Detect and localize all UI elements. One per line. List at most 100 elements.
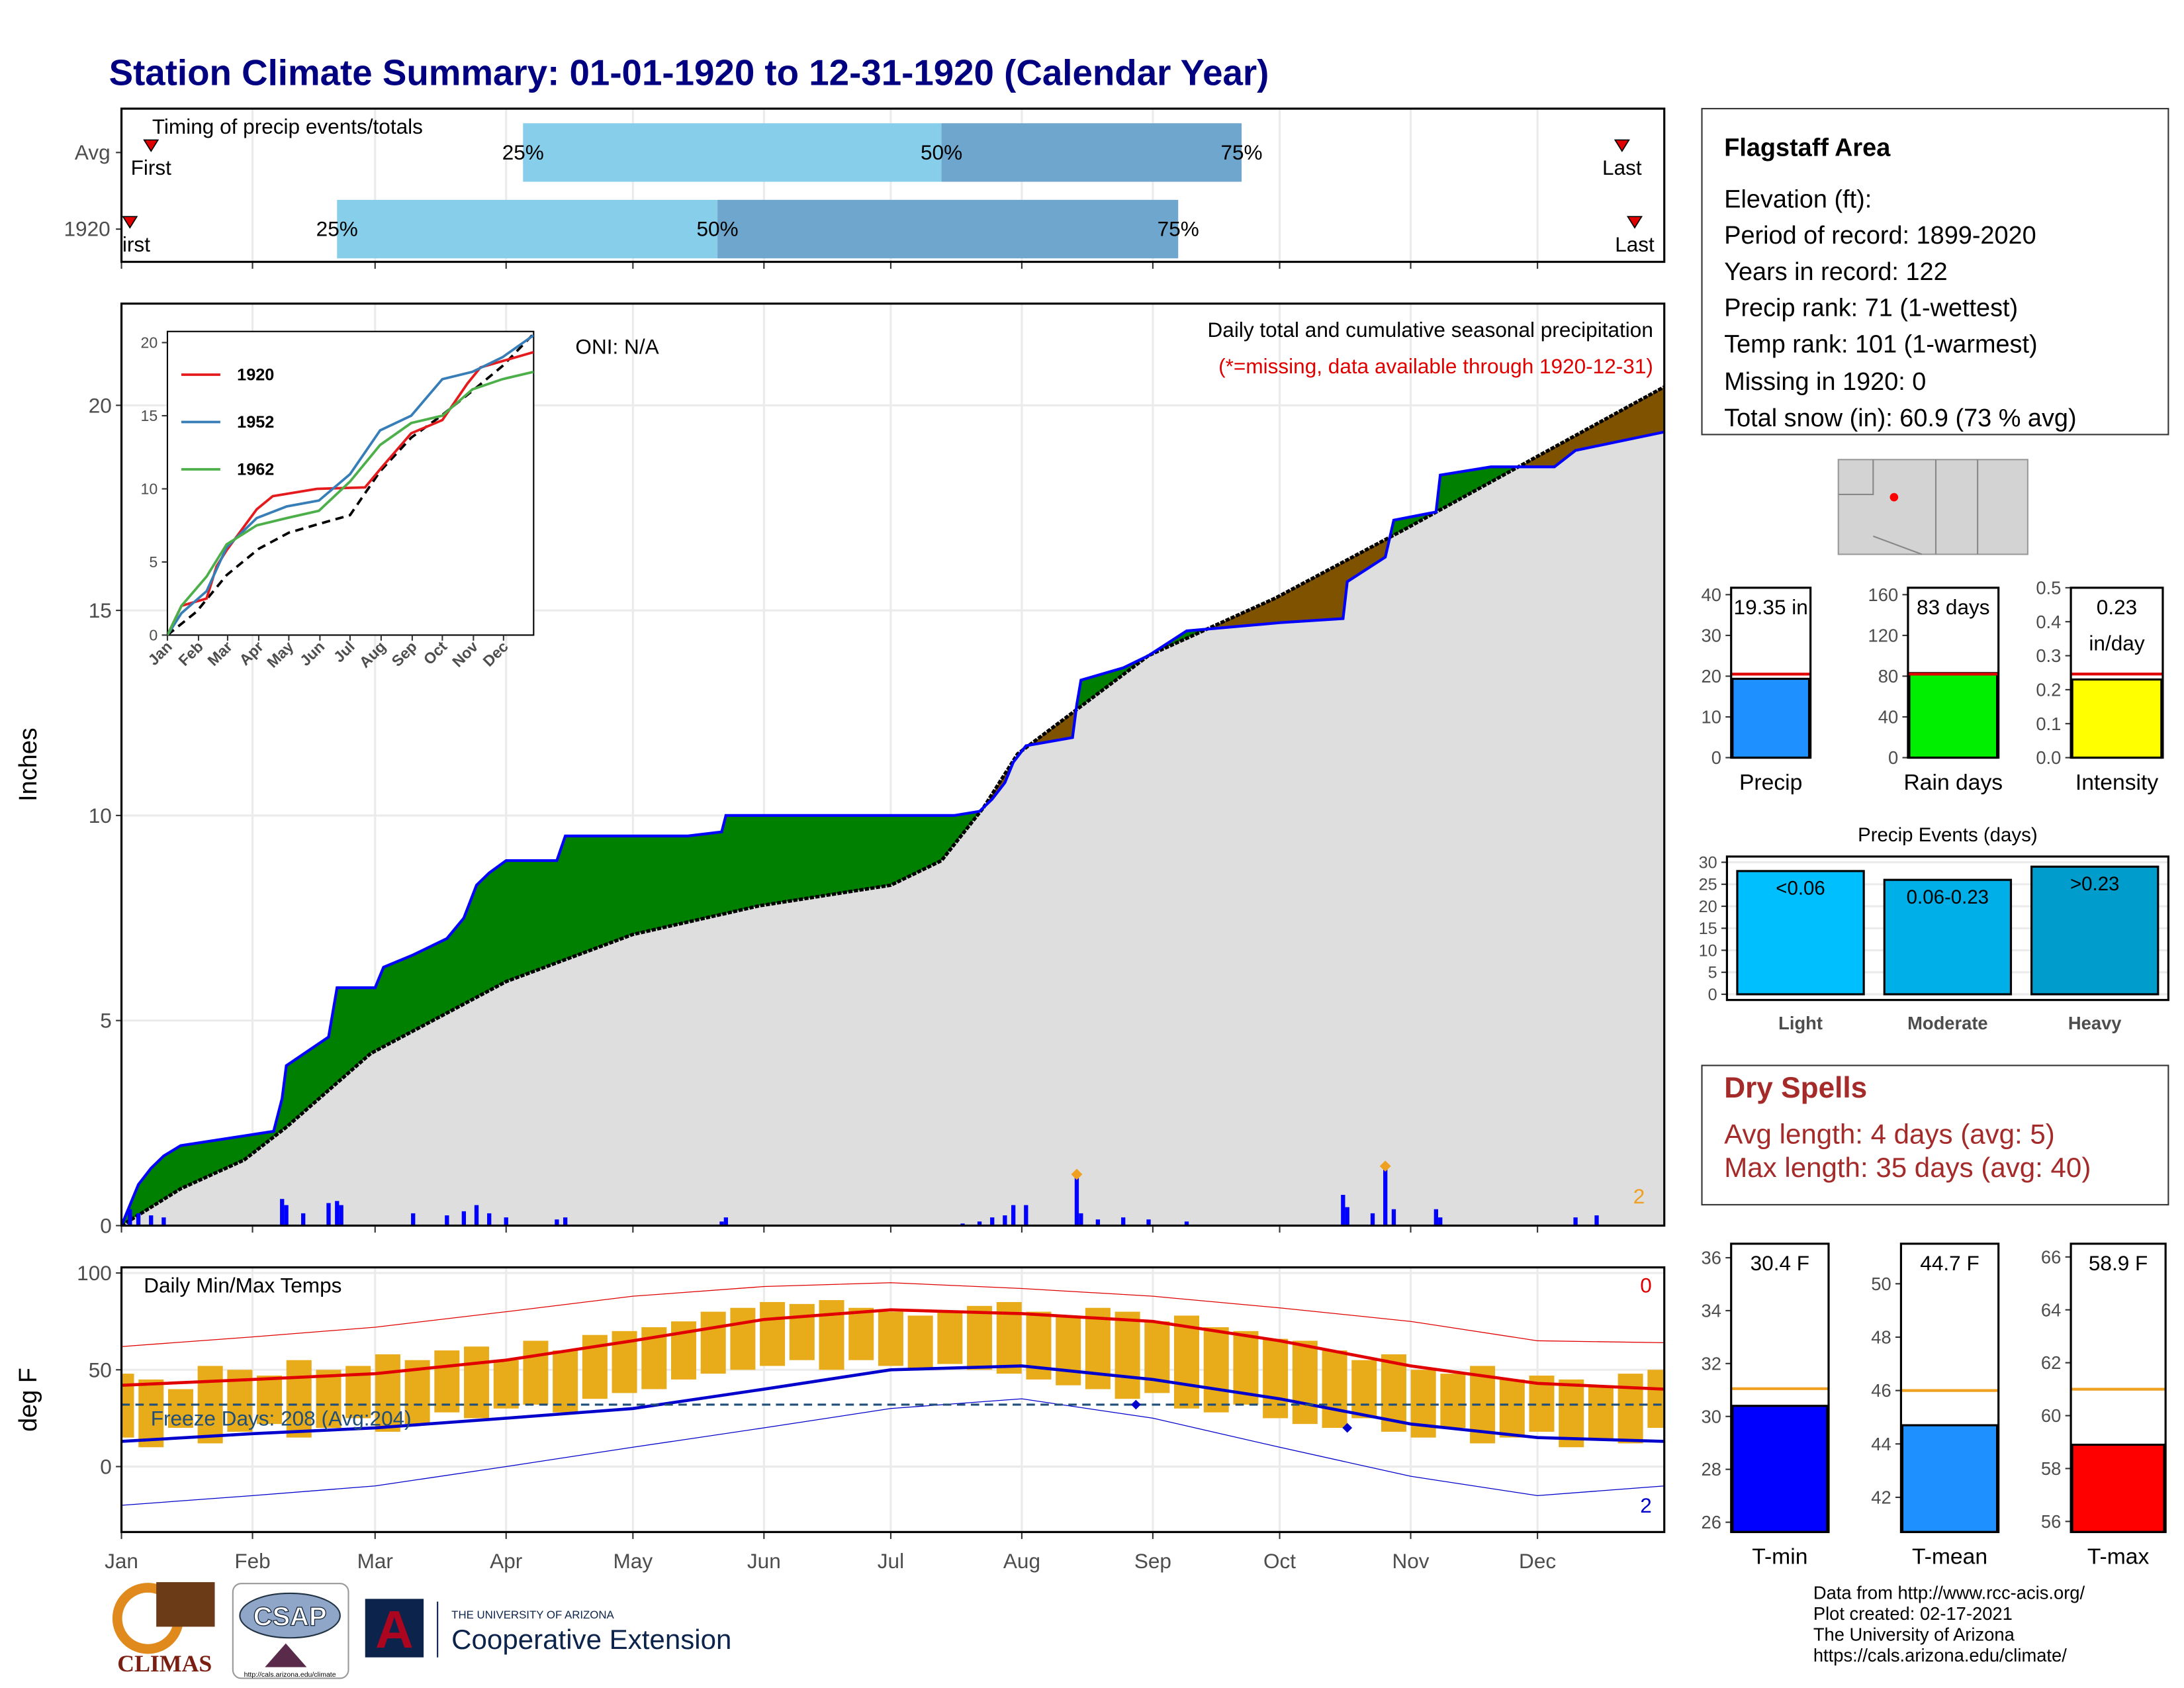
daily-precip-bar	[1024, 1205, 1028, 1226]
y-tick-label: 10	[89, 804, 112, 827]
y-tick-label: 15	[141, 407, 158, 424]
daily-precip-bar	[280, 1199, 285, 1226]
x-tick-label: Jun	[747, 1549, 781, 1573]
y-tick-label: 20	[1702, 666, 1721, 686]
gauge-bar	[2071, 678, 2163, 759]
dry-spells-line: Avg length: 4 days (avg: 5)	[1724, 1118, 2055, 1149]
y-tick-label: 10	[141, 481, 158, 498]
avg-max-line	[121, 1308, 1664, 1391]
daily-precip-bar	[1383, 1166, 1388, 1226]
y-tick-label: 0.4	[2036, 612, 2061, 632]
daily-temp-bar	[1351, 1360, 1377, 1419]
daily-temp-bar	[1203, 1327, 1229, 1413]
daily-temp-bar	[878, 1311, 903, 1366]
daily-precip-bar	[339, 1205, 343, 1226]
daily-temp-bar	[286, 1360, 312, 1438]
record-min-line	[121, 1398, 1664, 1506]
inset-panel	[166, 330, 535, 636]
daily-precip-bar	[1341, 1195, 1345, 1226]
y-tick-label: 0.2	[2036, 679, 2061, 700]
deficit-area	[1030, 704, 1077, 745]
daily-temp-bar	[700, 1311, 726, 1374]
daily-precip-bar	[1121, 1217, 1126, 1226]
logo-text: Cooperative Extension	[451, 1624, 731, 1655]
x-axis-label: T-min	[1752, 1545, 1807, 1570]
map-border	[1872, 536, 1923, 555]
info-line: Years in record: 122	[1724, 258, 1947, 286]
y-tick-label: 48	[1871, 1327, 1891, 1348]
freeze-label: Freeze Days: 208 (Avg:204)	[151, 1406, 412, 1430]
value-label: 30.4 F	[1751, 1251, 1809, 1275]
daily-precip-bar	[719, 1221, 724, 1226]
panel-frame	[1725, 855, 2169, 1002]
y-tick-label: 100	[77, 1261, 112, 1285]
quartile-bar	[337, 199, 718, 259]
x-tick-label: Feb	[234, 1549, 270, 1573]
footer-line: The University of Arizona	[1813, 1624, 2015, 1644]
daily-precip-bar	[149, 1215, 154, 1226]
x-tick-label: Aug	[1003, 1549, 1040, 1573]
x-tick-label: Apr	[490, 1549, 522, 1573]
daily-temp-bar	[493, 1360, 519, 1409]
missing-note: (*=missing, data available through 1920-…	[1218, 354, 1653, 378]
panel-frame	[1730, 1243, 1830, 1533]
daily-precip-bar	[161, 1217, 166, 1226]
y-tick-label: 30	[1702, 1406, 1721, 1427]
logo-text: CSAP	[253, 1602, 327, 1631]
y-tick-label: 58	[2041, 1458, 2061, 1479]
gauge-bar	[1731, 677, 1811, 759]
station-dot	[1889, 492, 1899, 502]
logo-block	[156, 1582, 215, 1627]
daily-temp-bar	[967, 1305, 993, 1370]
daily-precip-bar	[990, 1217, 995, 1226]
daily-temp-bar	[819, 1300, 844, 1370]
quartile-label: 25%	[502, 140, 544, 164]
y-tick-label: 40	[1878, 707, 1898, 727]
x-tick-label: May	[614, 1549, 653, 1573]
temp-marks	[121, 1282, 1664, 1506]
daily-precip-bar	[1079, 1213, 1083, 1226]
daily-precip-bar	[445, 1215, 449, 1226]
y-tick-label: 80	[1878, 666, 1898, 686]
map-border	[1838, 459, 1874, 495]
x-tick-label: Heavy	[2068, 1013, 2122, 1033]
gauge-bar	[1731, 1405, 1829, 1533]
dry-spells-title: Dry Spells	[1724, 1072, 1867, 1104]
y-tick-label: 0	[100, 1214, 112, 1238]
logo-url: http://cals.arizona.edu/climate	[244, 1671, 336, 1679]
y-tick-label: 0.0	[2036, 747, 2061, 768]
daily-temp-bar	[848, 1307, 874, 1360]
footer-line: Plot created: 02-17-2021	[1813, 1603, 2013, 1624]
map-land	[1837, 459, 2028, 555]
panel-caption: Daily total and cumulative seasonal prec…	[1208, 318, 1653, 342]
page-title: Station Climate Summary: 01-01-1920 to 1…	[109, 52, 1269, 93]
y-tick-label: 66	[2041, 1246, 2061, 1267]
y-tick-label: 46	[1871, 1380, 1891, 1401]
daily-temp-bar	[937, 1311, 963, 1364]
event-bar	[2030, 865, 2160, 996]
panel-frame	[120, 303, 1666, 1227]
y-tick-label: 0.5	[2036, 577, 2061, 598]
y-tick-label: 0.1	[2036, 714, 2061, 734]
event-label: Last	[1602, 156, 1642, 179]
daily-temp-bar	[1588, 1385, 1614, 1440]
daily-precip-bar	[1003, 1215, 1007, 1226]
info-line: Temp rank: 101 (1-warmest)	[1724, 330, 2037, 358]
value-label: 44.7 F	[1920, 1251, 1979, 1275]
daily-temp-bar	[1559, 1379, 1584, 1448]
y-tick-label: 120	[1868, 625, 1899, 645]
event-marker	[122, 216, 138, 229]
series-line	[167, 334, 534, 635]
panel-title: Daily Min/Max Temps	[144, 1273, 341, 1297]
daily-precip-bar	[1433, 1209, 1438, 1226]
daily-temp-bar	[434, 1350, 460, 1413]
x-tick-label: Mar	[357, 1549, 393, 1573]
daily-temp-bar	[1174, 1315, 1200, 1409]
highlight-marker	[1342, 1423, 1353, 1433]
daily-precip-bar	[474, 1205, 479, 1226]
daily-precip-bar	[301, 1213, 306, 1226]
daily-temp-bar	[1499, 1379, 1525, 1438]
panel-frame	[2070, 586, 2164, 759]
event-marker	[143, 139, 159, 152]
